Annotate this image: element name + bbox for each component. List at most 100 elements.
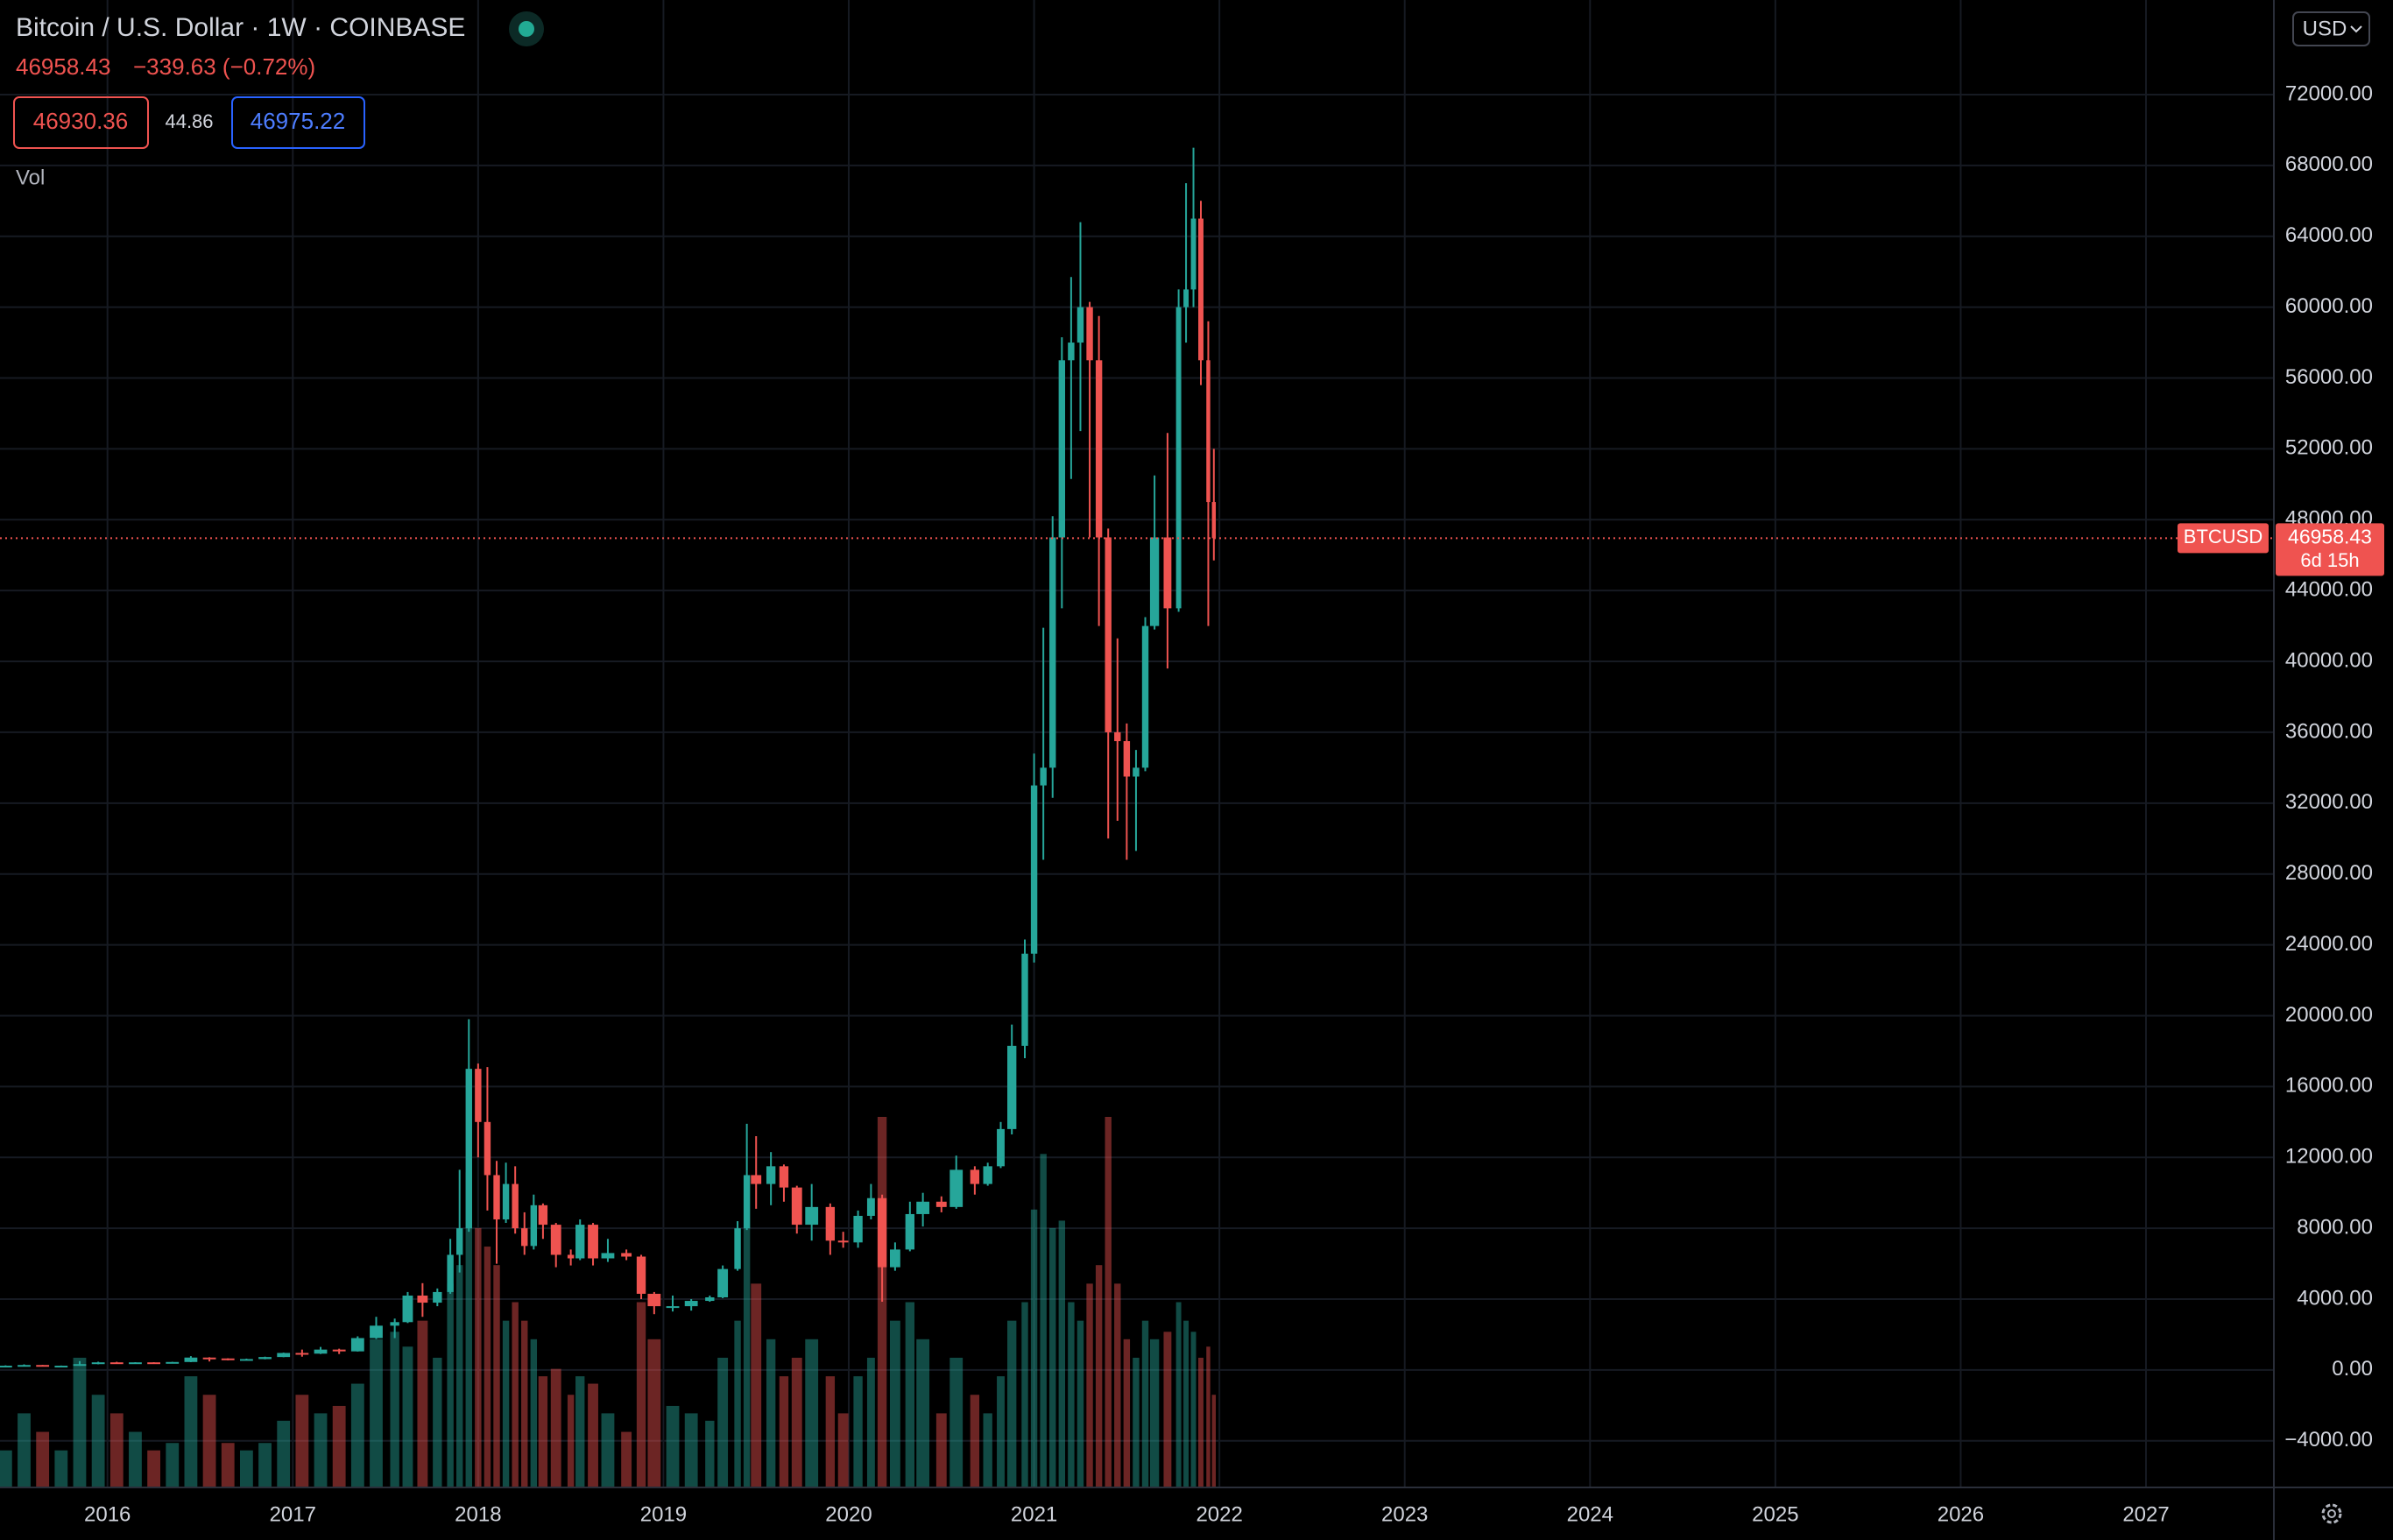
candle-body	[935, 1201, 947, 1207]
candle-body	[877, 1197, 887, 1268]
volume-bar	[588, 1383, 598, 1487]
candle-body	[1206, 360, 1211, 503]
candle-body	[1095, 360, 1103, 538]
y-tick-label: 44000.00	[2285, 578, 2373, 602]
volume-bar	[417, 1320, 428, 1487]
x-tick-label: 2021	[1011, 1502, 1057, 1526]
y-tick-label: 36000.00	[2285, 719, 2373, 743]
y-tick-label: 32000.00	[2285, 790, 2373, 814]
currency-button[interactable]	[2292, 11, 2370, 46]
settings-icon[interactable]	[2321, 1503, 2342, 1524]
volume-bar	[184, 1376, 198, 1487]
volume-bar	[1114, 1283, 1121, 1487]
volume-bar	[567, 1395, 575, 1487]
y-tick-label: 20000.00	[2285, 1003, 2373, 1027]
candle-body	[1068, 343, 1075, 361]
last-price: 46958.43	[16, 53, 110, 80]
buy-button[interactable]	[231, 96, 365, 149]
candle-body	[350, 1338, 364, 1352]
volume-bar	[1095, 1265, 1103, 1487]
candle-body	[684, 1301, 698, 1307]
candle-body	[402, 1295, 413, 1323]
candle-body	[1114, 731, 1121, 742]
candle-body	[1198, 218, 1204, 361]
y-tick-label: 0.00	[2332, 1357, 2373, 1381]
candle-body	[1076, 307, 1084, 343]
volume-bar	[717, 1357, 729, 1487]
candle-body	[295, 1353, 309, 1355]
volume-bar	[277, 1420, 291, 1487]
candle-body	[0, 1366, 12, 1368]
candle-body	[530, 1204, 538, 1247]
volume-bar	[1076, 1320, 1084, 1487]
bid-price[interactable]: 46930.36	[33, 108, 128, 134]
volume-bar	[402, 1346, 413, 1487]
candle-body	[129, 1362, 142, 1365]
candle-body	[779, 1166, 789, 1188]
volume-bar	[621, 1431, 632, 1487]
candle-body	[1175, 307, 1182, 609]
candle-body	[805, 1206, 819, 1226]
volume-bar	[433, 1357, 442, 1487]
volume-bar	[705, 1420, 715, 1487]
candle-body	[314, 1349, 328, 1354]
volume-bar	[258, 1443, 272, 1487]
candle-body	[370, 1325, 383, 1339]
candle-body	[705, 1296, 715, 1302]
volume-bar	[350, 1383, 364, 1487]
candle-body	[202, 1357, 216, 1360]
chart-title: Bitcoin / U.S. Dollar · 1W · COINBASE	[16, 13, 465, 42]
volume-bar	[935, 1413, 947, 1487]
volume-bar	[1175, 1302, 1182, 1487]
candle-body	[751, 1175, 762, 1184]
candle-body	[621, 1253, 632, 1257]
volume-bar	[73, 1357, 87, 1487]
volume-bar	[1030, 1209, 1038, 1487]
candle-body	[983, 1166, 992, 1184]
candle-body	[332, 1349, 346, 1352]
volume-bar	[538, 1376, 548, 1487]
candle-body	[636, 1256, 646, 1294]
y-tick-label: 64000.00	[2285, 223, 2373, 247]
candle-body	[1105, 537, 1112, 732]
candle-body	[588, 1225, 598, 1259]
candle-body	[866, 1197, 875, 1216]
y-tick-label: −4000.00	[2284, 1428, 2373, 1452]
y-tick-label: 24000.00	[2285, 932, 2373, 956]
candle-layer	[0, 147, 1217, 1368]
candle-body	[889, 1249, 900, 1268]
candle-body	[221, 1358, 235, 1360]
volume-bar	[734, 1320, 741, 1487]
volume-bar	[493, 1265, 500, 1487]
ask-price[interactable]: 46975.22	[251, 108, 345, 134]
candle-body	[997, 1128, 1005, 1167]
candle-body	[147, 1362, 161, 1365]
x-tick-label: 2018	[455, 1502, 501, 1526]
volume-bar	[1190, 1332, 1196, 1487]
price-badge-label: 46958.43	[2288, 525, 2372, 547]
x-tick-label: 2023	[1381, 1502, 1428, 1526]
y-tick-label: 8000.00	[2297, 1215, 2373, 1239]
candle-body	[239, 1359, 253, 1361]
candle-body	[1123, 741, 1131, 777]
volume-bar	[837, 1413, 849, 1487]
candle-body	[1086, 307, 1093, 361]
volume-bar	[853, 1376, 863, 1487]
volume-bar	[475, 1227, 482, 1487]
price-change: −339.63 (−0.72%)	[133, 53, 315, 80]
candle-body	[647, 1293, 661, 1307]
candle-body	[109, 1362, 124, 1365]
volume-bar	[465, 1172, 472, 1487]
volume-bar	[805, 1339, 819, 1487]
candle-body	[465, 1069, 472, 1229]
volume-bar	[0, 1450, 12, 1487]
grid	[0, 0, 2274, 1487]
currency[interactable]: USD	[2303, 17, 2347, 40]
x-tick-label: 2022	[1196, 1502, 1242, 1526]
candle-body	[54, 1366, 68, 1368]
volume-bar	[997, 1376, 1005, 1487]
volume-bar	[502, 1320, 510, 1487]
sell-button[interactable]	[13, 96, 149, 149]
candle-body	[475, 1069, 482, 1122]
candle-body	[1040, 767, 1047, 786]
